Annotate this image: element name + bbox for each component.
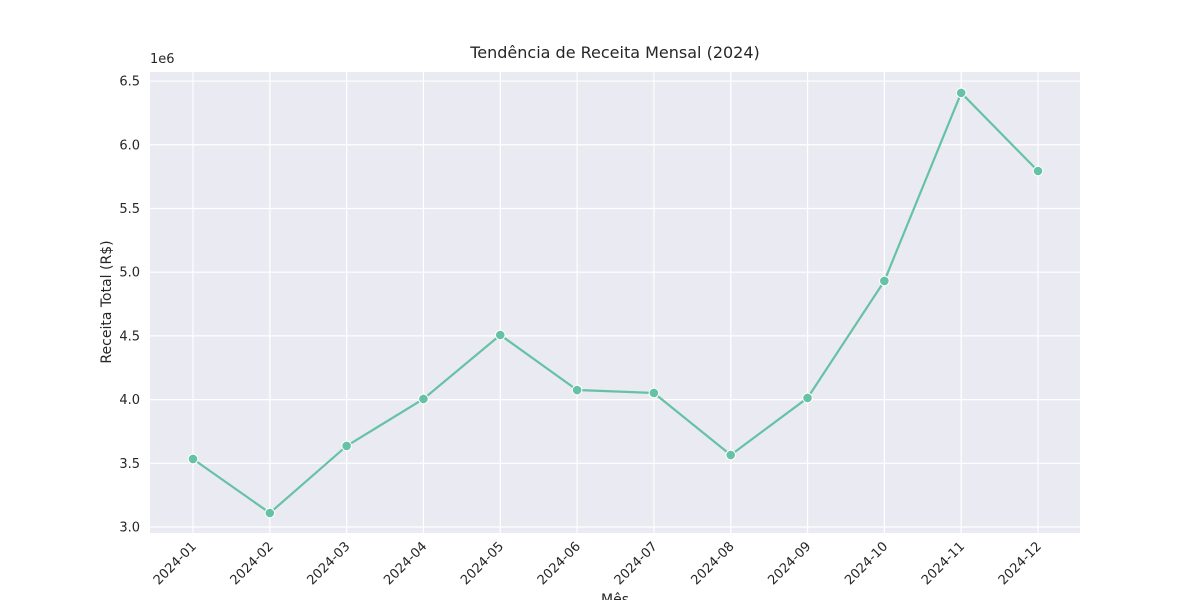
grid (150, 72, 1080, 533)
point (879, 275, 890, 287)
x-tick-label: 2024-09 (765, 539, 814, 588)
x-tick-label: 2024-01 (151, 539, 200, 588)
x-tick-label: 2024-12 (996, 539, 1045, 588)
x-tick-label: 2024-02 (228, 539, 277, 588)
x-tick-label: 2024-06 (535, 539, 584, 588)
y-tick-label: 6.5 (119, 75, 140, 90)
x-tick-label: 2024-11 (919, 539, 968, 588)
y-tick-label: 5.5 (119, 202, 140, 217)
point (187, 453, 199, 465)
point (264, 507, 276, 519)
point (418, 393, 429, 405)
y-axis-label: Receita Total (R$) (99, 240, 115, 363)
point (341, 440, 352, 452)
plot-area (150, 72, 1080, 533)
x-axis-label: Mês (601, 592, 629, 600)
y-tick-label: 4.5 (119, 329, 140, 344)
point (955, 87, 967, 99)
chart-title: Tendência de Receita Mensal (2024) (469, 43, 760, 62)
point (648, 387, 660, 399)
x-tick-label: 2024-08 (689, 539, 738, 588)
x-tick-label: 2024-03 (304, 539, 353, 588)
y-tick-label: 6.0 (119, 138, 140, 153)
point (725, 449, 737, 461)
y-tick-label: 4.0 (119, 393, 140, 408)
y-tick-label: 5.0 (119, 266, 140, 281)
x-tick-label: 2024-10 (842, 539, 891, 588)
y-offset-label: 1e6 (150, 52, 175, 67)
y-tick-label: 3.5 (119, 457, 140, 472)
point (1032, 165, 1044, 177)
x-tick-label: 2024-05 (458, 539, 507, 588)
x-tick-label: 2024-07 (612, 539, 661, 588)
line (192, 90, 1039, 515)
point (494, 329, 506, 341)
marks (187, 87, 1044, 519)
point (571, 384, 583, 396)
x-tick-label: 2024-04 (381, 539, 430, 588)
point (802, 392, 813, 404)
y-tick-label: 3.0 (119, 521, 140, 536)
